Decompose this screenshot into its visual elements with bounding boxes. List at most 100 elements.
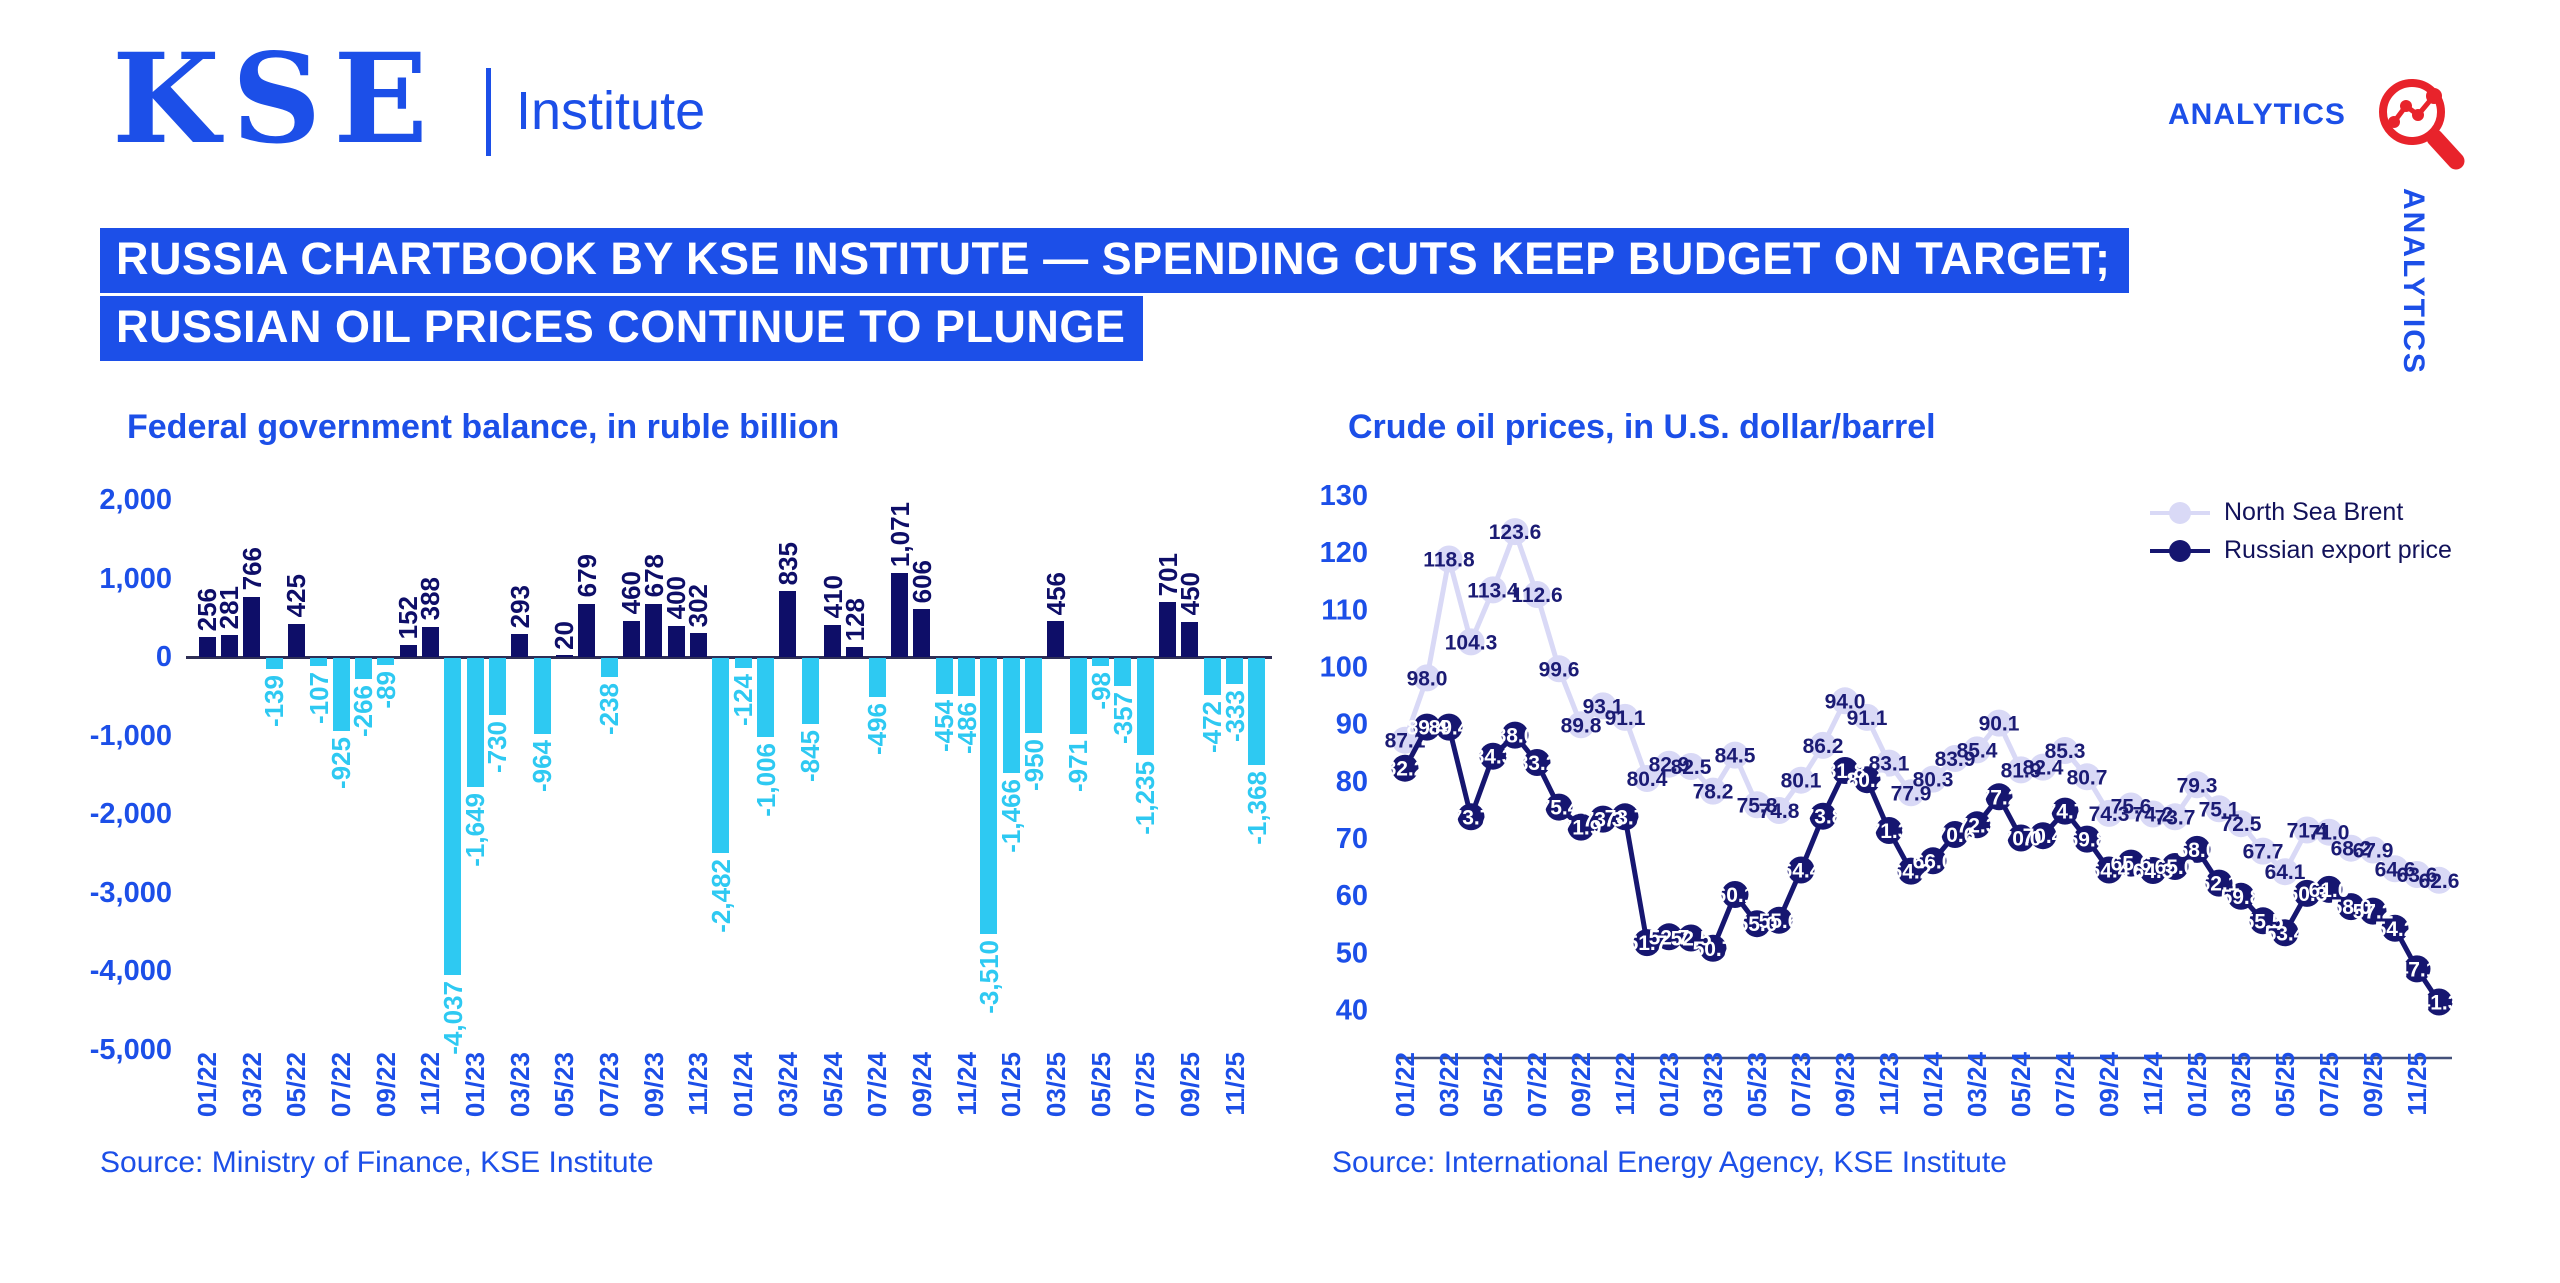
oil-chart-title: Crude oil prices, in U.S. dollar/barrel <box>1348 408 1936 446</box>
data-point-label: 73.3 <box>1583 809 1624 832</box>
y-tick-label: 70 <box>1336 823 1368 855</box>
y-tick-label: 120 <box>1320 537 1368 569</box>
data-point-label: 41.3 <box>2419 992 2460 1015</box>
data-point <box>1919 847 1947 875</box>
data-point-label: 83.1 <box>1869 753 1910 776</box>
data-point <box>2139 800 2167 828</box>
y-tick-label: -4,000 <box>89 955 172 987</box>
data-point-label: 55.6 <box>1759 910 1800 933</box>
bar <box>1248 658 1266 766</box>
data-point <box>1457 803 1485 831</box>
analytics-label: ANALYTICS <box>2168 98 2346 131</box>
data-point-label: 74.2 <box>2133 804 2174 827</box>
data-point <box>2425 866 2453 894</box>
data-point-label: 91.1 <box>1847 707 1888 730</box>
data-point <box>2293 879 2321 907</box>
data-point <box>1479 576 1507 604</box>
bar <box>1047 621 1065 657</box>
data-point-label: 57.2 <box>2353 901 2394 924</box>
data-point <box>1567 813 1595 841</box>
data-point <box>2249 907 2277 935</box>
data-point-label: 52.5 <box>1671 928 1712 951</box>
data-point <box>2117 792 2145 820</box>
data-point-label: 91.1 <box>1605 707 1646 730</box>
data-point <box>1963 811 1991 839</box>
data-point <box>1677 924 1705 952</box>
data-point-label: 62.1 <box>2199 873 2240 896</box>
data-point <box>1831 687 1859 715</box>
data-point-label: 67.9 <box>2353 840 2394 863</box>
bar <box>913 609 931 657</box>
bar <box>1159 601 1177 657</box>
data-point-label: 60.1 <box>1715 884 1756 907</box>
data-point-label: 64.2 <box>1891 861 1932 884</box>
data-point-label: 75.8 <box>1737 794 1778 817</box>
data-point-label: 78.2 <box>1693 781 1734 804</box>
y-tick-label: 1,000 <box>99 562 172 595</box>
bar <box>533 658 551 734</box>
data-point-label: 77.9 <box>1891 782 1932 805</box>
data-point-label: 73.7 <box>1451 806 1492 829</box>
data-point-label: 88.0 <box>1495 725 1536 748</box>
y-tick-label: 110 <box>1321 594 1368 626</box>
data-point <box>1633 765 1661 792</box>
data-point <box>1655 923 1683 951</box>
data-point-label: 55.0 <box>1737 913 1778 936</box>
data-point-label: 55.5 <box>2243 910 2284 933</box>
data-point <box>1853 703 1881 731</box>
data-point-label: 66.0 <box>1913 850 1954 873</box>
data-point-label: 70.6 <box>1935 824 1976 847</box>
data-point <box>2359 836 2387 864</box>
data-point <box>2007 824 2035 852</box>
data-point <box>1765 797 1793 824</box>
data-point-label: 73.8 <box>1803 806 1844 829</box>
headline-line-2: RUSSIAN OIL PRICES CONTINUE TO PLUNGE <box>100 296 1144 361</box>
data-point <box>1721 741 1749 769</box>
data-point-label: 62.6 <box>2419 870 2460 893</box>
data-point-label: 64.6 <box>2375 858 2416 881</box>
data-point-label: 52.7 <box>1649 926 1690 949</box>
data-point <box>1897 857 1925 885</box>
data-point <box>1479 742 1507 770</box>
data-point <box>2271 919 2299 947</box>
data-point-label: 80.7 <box>2067 766 2108 789</box>
data-point <box>1655 750 1683 778</box>
data-point <box>1743 791 1771 819</box>
y-tick-label: -3,000 <box>89 876 172 909</box>
data-point-label: 71.3 <box>1869 820 1910 843</box>
bar <box>377 658 395 665</box>
bar <box>1092 658 1110 666</box>
data-point-label: 71.9 <box>1561 817 1602 840</box>
data-point-label: 70.4 <box>2023 825 2064 848</box>
bar <box>846 646 864 657</box>
bar <box>734 658 752 668</box>
bar <box>265 658 283 669</box>
data-point <box>2007 756 2035 784</box>
data-point-label: 83.2 <box>1517 752 1558 775</box>
data-point <box>1457 628 1485 656</box>
bar <box>622 620 640 657</box>
bar <box>1114 658 1132 687</box>
data-point <box>1391 726 1419 754</box>
y-tick-label: -5,000 <box>89 1033 172 1066</box>
headline-line-1: RUSSIA CHARTBOOK BY KSE INSTITUTE — SPEN… <box>100 228 2129 293</box>
bar <box>1181 621 1199 657</box>
data-point-label: 73.7 <box>2155 806 2196 829</box>
data-point-label: 64.1 <box>2265 861 2306 884</box>
data-point <box>1677 753 1705 780</box>
data-point <box>2183 771 2211 799</box>
y-tick-label: 2,000 <box>99 484 172 516</box>
budget-chart-title: Federal government balance, in ruble bil… <box>127 408 840 446</box>
data-point-label: 99.6 <box>1539 658 1580 681</box>
data-point-label: 90.1 <box>1979 713 2020 736</box>
data-point-label: 85.4 <box>1957 739 1998 762</box>
bar <box>287 623 305 657</box>
data-point-label: 74.7 <box>2045 801 2086 824</box>
x-tick-label: 07/25 <box>2314 1052 2344 1118</box>
data-point <box>1699 777 1727 805</box>
data-point <box>1941 821 1969 848</box>
oil-chart-source: Source: International Energy Agency, KSE… <box>1332 1146 2007 1179</box>
logo-institute-label: Institute <box>516 81 706 141</box>
data-point-label: 63.6 <box>2397 864 2438 887</box>
